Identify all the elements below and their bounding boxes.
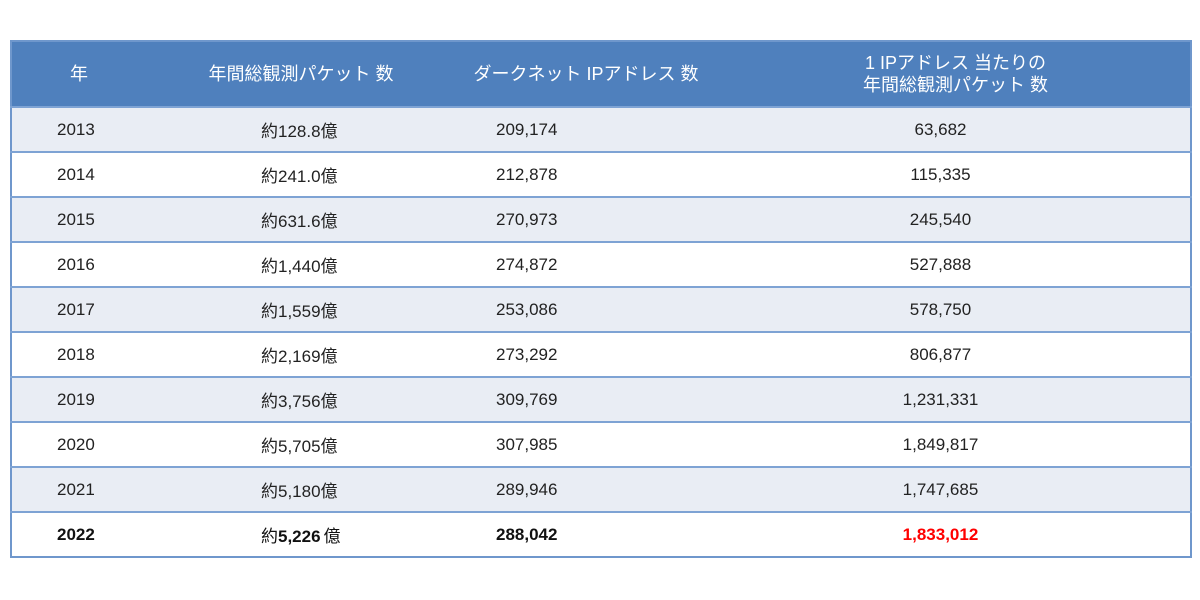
table-row: 2022 約5,226 億 288,042 1,833,012 (11, 511, 1191, 557)
total-packets-value: 2,169 (278, 347, 321, 366)
cell-packets-per-ip: 1,231,331 (721, 376, 1191, 422)
unit-suffix: 億 (320, 302, 338, 321)
approx-prefix: 約 (261, 302, 278, 321)
header-total-packets: 年間総観測パケット 数 (151, 41, 451, 107)
cell-packets-per-ip: 1,833,012 (721, 511, 1191, 557)
header-darknet-ips: ダークネット IPアドレス 数 (451, 41, 721, 107)
cell-darknet-ips: 209,174 (451, 106, 721, 152)
cell-total-packets: 約128.8億 (151, 106, 451, 152)
cell-total-packets: 約631.6億 (151, 196, 451, 242)
cell-darknet-ips: 212,878 (451, 151, 721, 197)
approx-prefix: 約 (261, 212, 278, 231)
total-packets-value: 128.8 (278, 122, 321, 141)
unit-suffix: 億 (320, 167, 338, 186)
table-body: 2013 約128.8億 209,174 63,682 2014 約241.0億 212,8… (11, 106, 1191, 557)
cell-packets-per-ip: 63,682 (721, 106, 1191, 152)
cell-year: 2016 (11, 241, 151, 287)
header-packets-per-ip-line1: 1 IPアドレス 当たりの (864, 53, 1047, 73)
cell-year: 2018 (11, 331, 151, 377)
unit-suffix: 億 (320, 212, 338, 231)
approx-prefix: 約 (261, 482, 278, 501)
cell-packets-per-ip: 1,747,685 (721, 466, 1191, 512)
cell-year: 2019 (11, 376, 151, 422)
header-packets-per-ip-line2: 年間総観測パケット 数 (863, 75, 1048, 95)
table-row: 2019 約3,756億 309,769 1,231,331 (11, 376, 1191, 422)
table-row: 2021 約5,180億 289,946 1,747,685 (11, 466, 1191, 512)
cell-total-packets: 約3,756億 (151, 376, 451, 422)
unit-suffix: 億 (320, 392, 338, 411)
unit-suffix: 億 (323, 527, 341, 546)
table-header: 年 年間総観測パケット 数 ダークネット IPアドレス 数 1 IPアドレス 当… (11, 41, 1191, 107)
table-row: 2015 約631.6億 270,973 245,540 (11, 196, 1191, 242)
darknet-packet-table: 年 年間総観測パケット 数 ダークネット IPアドレス 数 1 IPアドレス 当… (10, 40, 1192, 558)
approx-prefix: 約 (261, 437, 278, 456)
darknet-packet-table-container: 年 年間総観測パケット 数 ダークネット IPアドレス 数 1 IPアドレス 当… (10, 40, 1192, 558)
cell-darknet-ips: 309,769 (451, 376, 721, 422)
approx-prefix: 約 (261, 257, 278, 276)
cell-packets-per-ip: 245,540 (721, 196, 1191, 242)
cell-year: 2020 (11, 421, 151, 467)
cell-darknet-ips: 288,042 (451, 511, 721, 557)
header-packets-per-ip: 1 IPアドレス 当たりの 年間総観測パケット 数 (721, 41, 1191, 107)
cell-darknet-ips: 274,872 (451, 241, 721, 287)
cell-darknet-ips: 253,086 (451, 286, 721, 332)
cell-packets-per-ip: 806,877 (721, 331, 1191, 377)
table-row: 2013 約128.8億 209,174 63,682 (11, 106, 1191, 152)
unit-suffix: 億 (320, 482, 338, 501)
total-packets-value: 5,705 (278, 437, 321, 456)
cell-total-packets: 約2,169億 (151, 331, 451, 377)
total-packets-value: 631.6 (278, 212, 321, 231)
unit-suffix: 億 (320, 257, 338, 276)
cell-total-packets: 約5,180億 (151, 466, 451, 512)
table-row: 2017 約1,559億 253,086 578,750 (11, 286, 1191, 332)
approx-prefix: 約 (261, 122, 278, 141)
cell-year: 2021 (11, 466, 151, 512)
unit-suffix: 億 (320, 122, 338, 141)
cell-total-packets: 約5,705億 (151, 421, 451, 467)
cell-darknet-ips: 270,973 (451, 196, 721, 242)
cell-packets-per-ip: 115,335 (721, 151, 1191, 197)
approx-prefix: 約 (261, 167, 278, 186)
cell-total-packets: 約5,226 億 (151, 511, 451, 557)
cell-total-packets: 約1,440億 (151, 241, 451, 287)
header-year: 年 (11, 41, 151, 107)
approx-prefix: 約 (261, 527, 278, 546)
total-packets-value: 1,440 (278, 257, 321, 276)
cell-packets-per-ip: 578,750 (721, 286, 1191, 332)
cell-year: 2013 (11, 106, 151, 152)
cell-total-packets: 約241.0億 (151, 151, 451, 197)
total-packets-value: 241.0 (278, 167, 321, 186)
table-row: 2016 約1,440億 274,872 527,888 (11, 241, 1191, 287)
table-row: 2014 約241.0億 212,878 115,335 (11, 151, 1191, 197)
table-row: 2020 約5,705億 307,985 1,849,817 (11, 421, 1191, 467)
cell-total-packets: 約1,559億 (151, 286, 451, 332)
cell-year: 2014 (11, 151, 151, 197)
unit-suffix: 億 (320, 437, 338, 456)
cell-year: 2017 (11, 286, 151, 332)
cell-year: 2022 (11, 511, 151, 557)
total-packets-value: 3,756 (278, 392, 321, 411)
approx-prefix: 約 (261, 347, 278, 366)
unit-suffix: 億 (320, 347, 338, 366)
cell-darknet-ips: 289,946 (451, 466, 721, 512)
cell-packets-per-ip: 1,849,817 (721, 421, 1191, 467)
header-row: 年 年間総観測パケット 数 ダークネット IPアドレス 数 1 IPアドレス 当… (11, 41, 1191, 107)
cell-year: 2015 (11, 196, 151, 242)
cell-darknet-ips: 273,292 (451, 331, 721, 377)
cell-packets-per-ip: 527,888 (721, 241, 1191, 287)
total-packets-value: 1,559 (278, 302, 321, 321)
total-packets-value: 5,226 (278, 527, 321, 546)
approx-prefix: 約 (261, 392, 278, 411)
cell-darknet-ips: 307,985 (451, 421, 721, 467)
table-row: 2018 約2,169億 273,292 806,877 (11, 331, 1191, 377)
total-packets-value: 5,180 (278, 482, 321, 501)
